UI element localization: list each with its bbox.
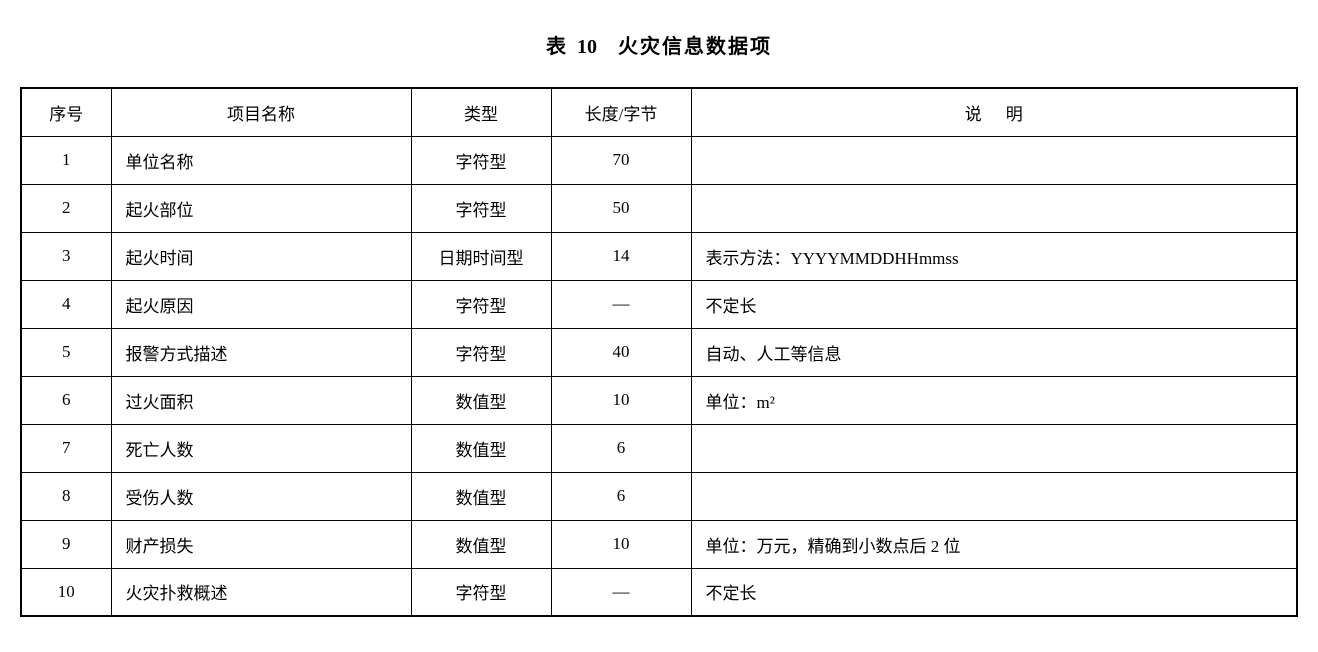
cell-desc: 不定长: [691, 280, 1297, 328]
cell-seq: 5: [21, 328, 111, 376]
cell-name: 起火原因: [111, 280, 411, 328]
table-header-row: 序号 项目名称 类型 长度/字节 说明: [21, 88, 1297, 136]
cell-type: 数值型: [411, 424, 551, 472]
cell-type: 字符型: [411, 280, 551, 328]
table-row: 7死亡人数数值型6: [21, 424, 1297, 472]
fire-info-table: 序号 项目名称 类型 长度/字节 说明 1单位名称字符型702起火部位字符型50…: [20, 87, 1298, 617]
caption-number: 10: [577, 36, 597, 58]
cell-type: 字符型: [411, 184, 551, 232]
col-header-name: 项目名称: [111, 88, 411, 136]
cell-desc: [691, 472, 1297, 520]
cell-type: 字符型: [411, 568, 551, 616]
cell-desc: 自动、人工等信息: [691, 328, 1297, 376]
cell-seq: 2: [21, 184, 111, 232]
cell-name: 报警方式描述: [111, 328, 411, 376]
cell-desc: [691, 184, 1297, 232]
table-row: 3起火时间日期时间型14表示方法：YYYYMMDDHHmmss: [21, 232, 1297, 280]
cell-len: 70: [551, 136, 691, 184]
cell-seq: 8: [21, 472, 111, 520]
cell-name: 受伤人数: [111, 472, 411, 520]
cell-len: —: [551, 568, 691, 616]
col-header-seq: 序号: [21, 88, 111, 136]
col-header-len: 长度/字节: [551, 88, 691, 136]
cell-type: 字符型: [411, 328, 551, 376]
cell-len: 14: [551, 232, 691, 280]
cell-len: —: [551, 280, 691, 328]
cell-seq: 10: [21, 568, 111, 616]
cell-type: 数值型: [411, 520, 551, 568]
cell-len: 6: [551, 472, 691, 520]
cell-seq: 6: [21, 376, 111, 424]
cell-len: 40: [551, 328, 691, 376]
cell-type: 字符型: [411, 136, 551, 184]
col-header-desc: 说明: [691, 88, 1297, 136]
cell-seq: 1: [21, 136, 111, 184]
cell-name: 火灾扑救概述: [111, 568, 411, 616]
cell-desc: [691, 424, 1297, 472]
cell-name: 起火部位: [111, 184, 411, 232]
table-row: 9财产损失数值型10单位：万元，精确到小数点后 2 位: [21, 520, 1297, 568]
cell-type: 数值型: [411, 376, 551, 424]
cell-desc: 表示方法：YYYYMMDDHHmmss: [691, 232, 1297, 280]
table-row: 6过火面积数值型10单位：m²: [21, 376, 1297, 424]
caption-text: 火灾信息数据项: [618, 36, 772, 58]
table-row: 1单位名称字符型70: [21, 136, 1297, 184]
table-row: 8受伤人数数值型6: [21, 472, 1297, 520]
cell-name: 过火面积: [111, 376, 411, 424]
cell-desc: 单位：m²: [691, 376, 1297, 424]
cell-type: 数值型: [411, 472, 551, 520]
cell-name: 单位名称: [111, 136, 411, 184]
cell-len: 50: [551, 184, 691, 232]
cell-seq: 7: [21, 424, 111, 472]
col-header-type: 类型: [411, 88, 551, 136]
cell-name: 财产损失: [111, 520, 411, 568]
cell-desc: 不定长: [691, 568, 1297, 616]
table-caption: 表 10 火灾信息数据项: [20, 30, 1298, 59]
table-row: 4起火原因字符型—不定长: [21, 280, 1297, 328]
table-row: 5报警方式描述字符型40自动、人工等信息: [21, 328, 1297, 376]
cell-desc: [691, 136, 1297, 184]
cell-len: 10: [551, 376, 691, 424]
cell-seq: 9: [21, 520, 111, 568]
table-body: 1单位名称字符型702起火部位字符型503起火时间日期时间型14表示方法：YYY…: [21, 136, 1297, 616]
cell-name: 死亡人数: [111, 424, 411, 472]
caption-label: 表: [546, 36, 566, 58]
cell-name: 起火时间: [111, 232, 411, 280]
table-row: 10火灾扑救概述字符型—不定长: [21, 568, 1297, 616]
cell-seq: 4: [21, 280, 111, 328]
cell-len: 6: [551, 424, 691, 472]
cell-len: 10: [551, 520, 691, 568]
cell-desc: 单位：万元，精确到小数点后 2 位: [691, 520, 1297, 568]
cell-type: 日期时间型: [411, 232, 551, 280]
table-row: 2起火部位字符型50: [21, 184, 1297, 232]
cell-seq: 3: [21, 232, 111, 280]
